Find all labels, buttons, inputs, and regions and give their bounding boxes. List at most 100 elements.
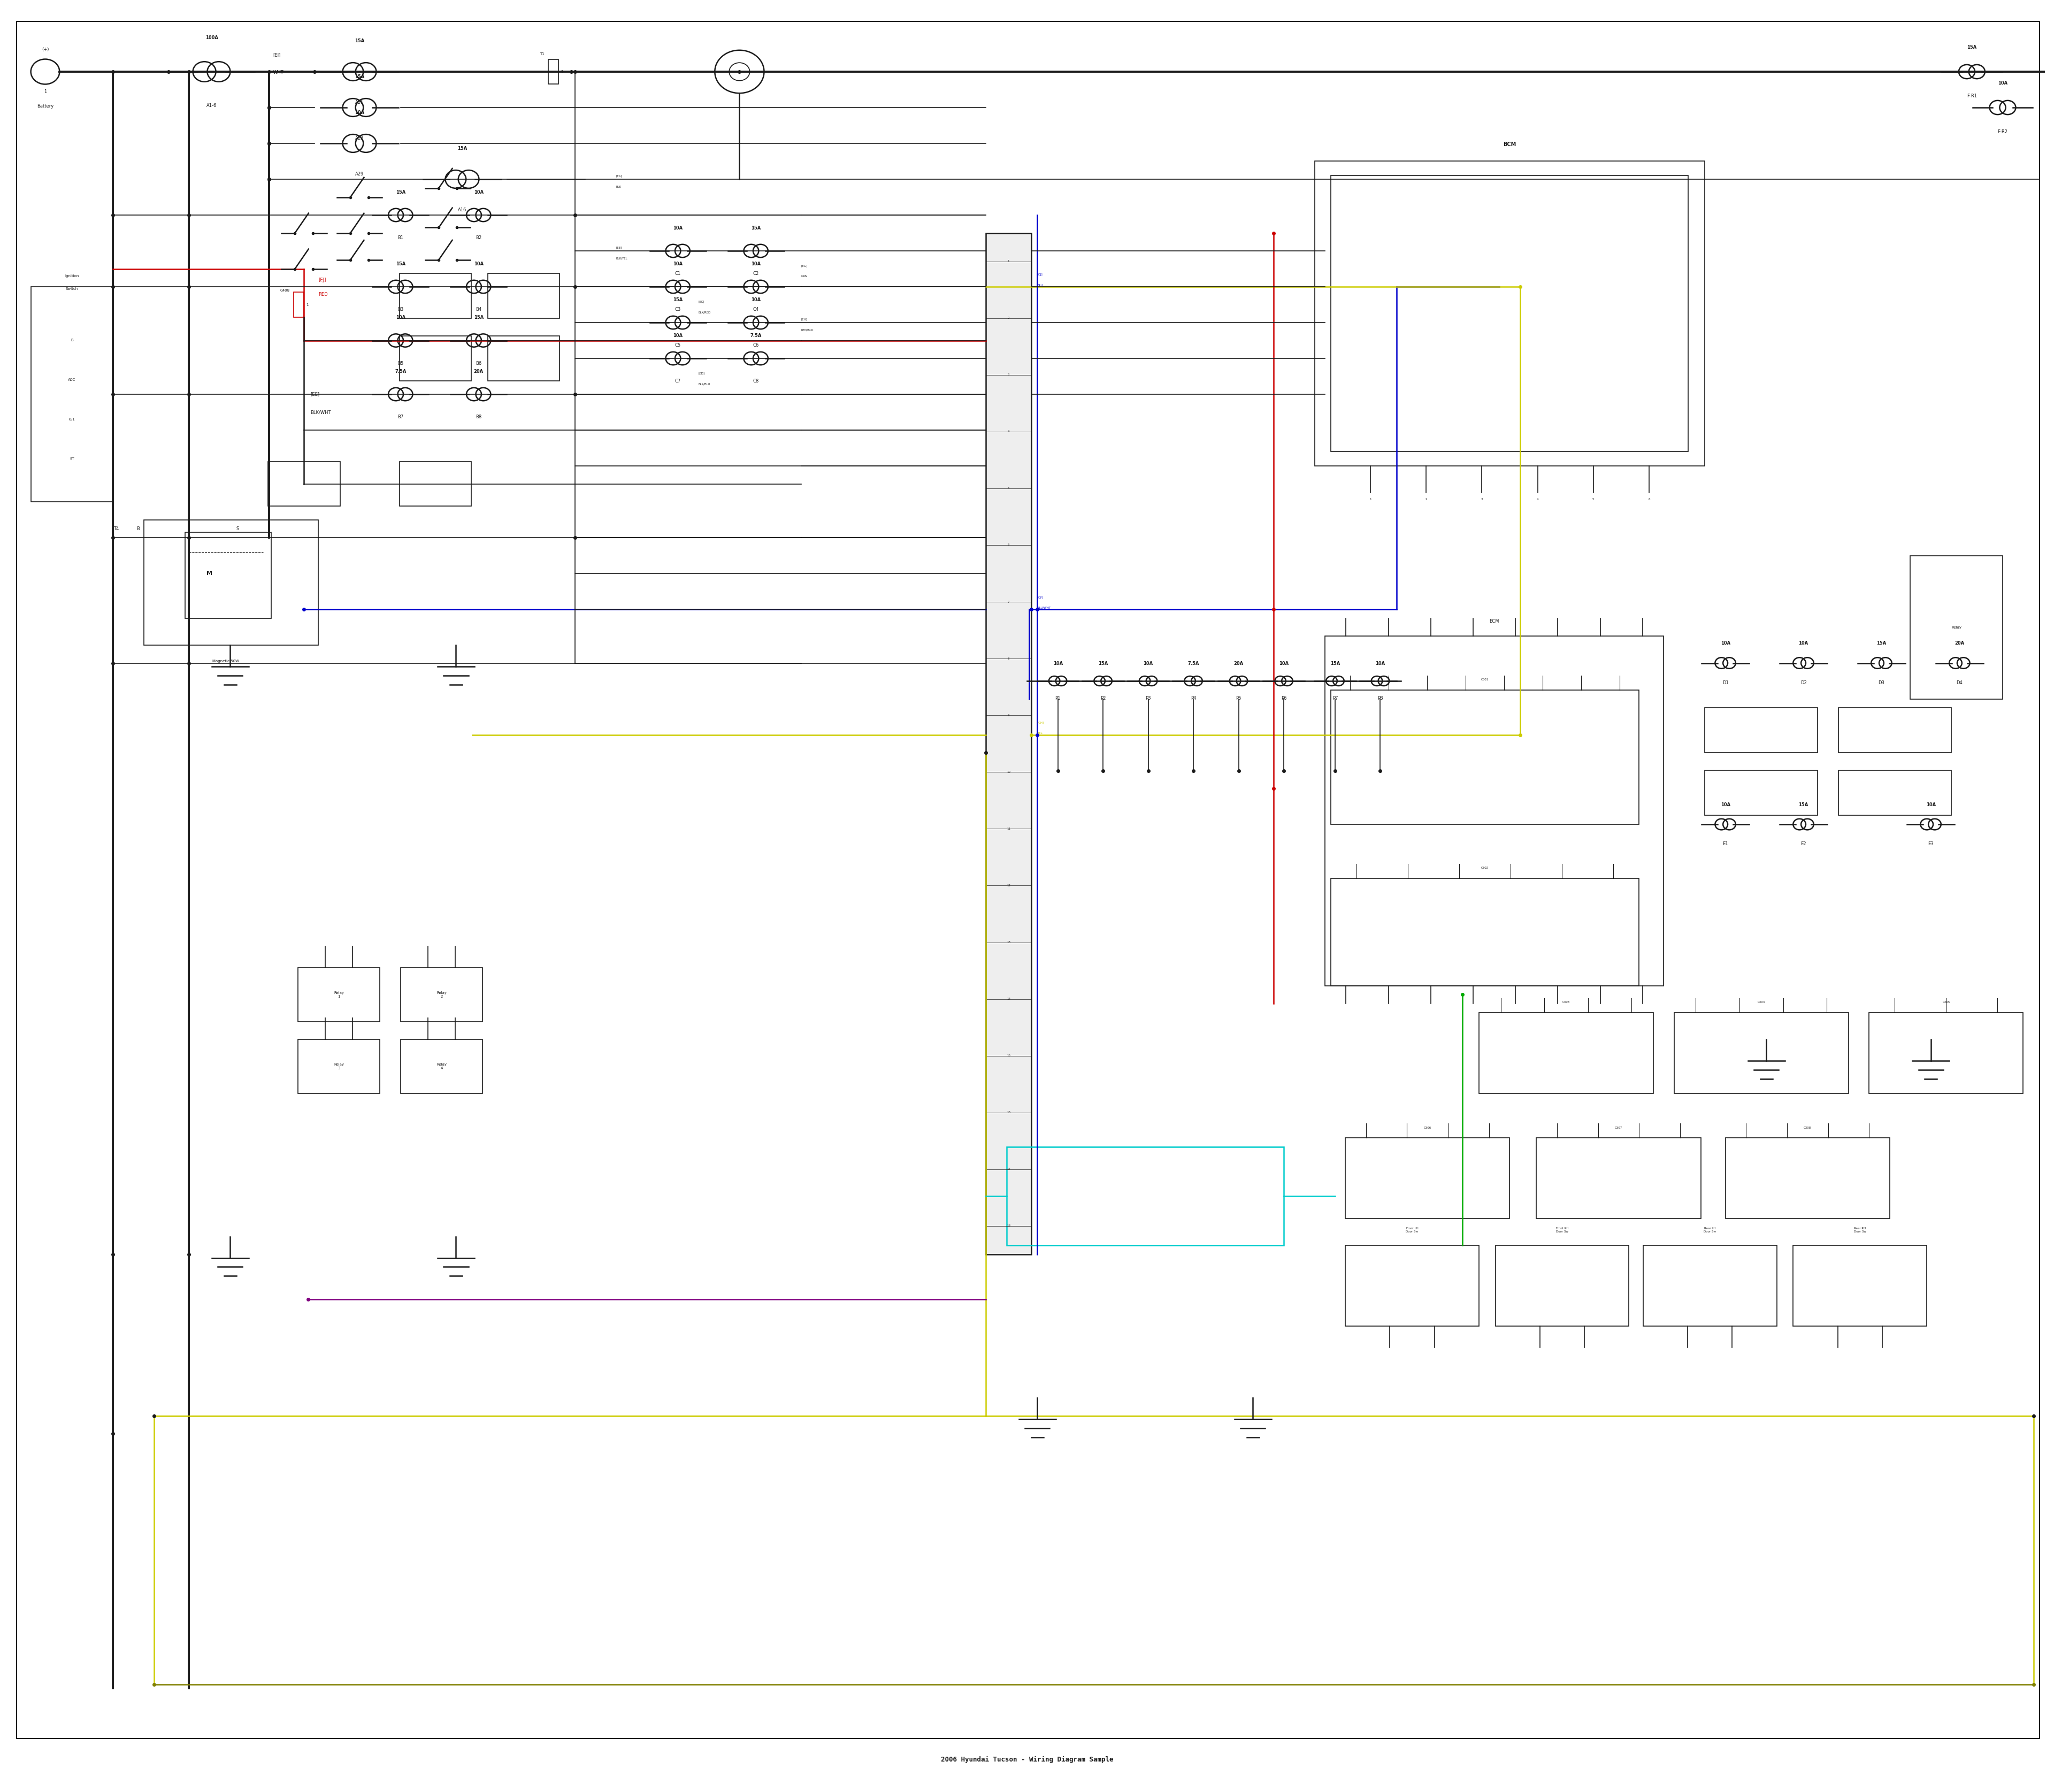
Bar (1705, 708, 1818, 753)
Text: 10A: 10A (1799, 642, 1808, 645)
Text: 10A: 10A (674, 333, 682, 339)
Text: 7.5A: 7.5A (394, 369, 407, 375)
Text: C302: C302 (1481, 867, 1489, 869)
Text: 10A: 10A (474, 262, 483, 267)
Text: ST: ST (70, 457, 74, 461)
Text: [EC]: [EC] (698, 301, 705, 303)
Text: S: S (236, 527, 238, 530)
Text: A21: A21 (355, 100, 364, 104)
Text: C305: C305 (1943, 1002, 1949, 1004)
Text: B3: B3 (398, 306, 403, 312)
Text: 10A: 10A (752, 297, 760, 303)
Text: 10A: 10A (474, 190, 483, 195)
Bar (489, 335, 559, 380)
Text: 20A: 20A (1955, 642, 1964, 645)
Text: 13: 13 (1006, 941, 1011, 944)
Text: 15A: 15A (458, 147, 466, 151)
Text: Relay
4: Relay 4 (438, 1063, 446, 1070)
Text: P3: P3 (1146, 695, 1150, 701)
Text: 10A: 10A (1280, 661, 1288, 667)
Text: 15A: 15A (1968, 45, 1976, 50)
Text: 15A: 15A (396, 190, 405, 195)
Text: 10A: 10A (674, 262, 682, 267)
Bar (1838, 771, 1951, 815)
Text: Switch: Switch (66, 287, 78, 290)
Text: 10A: 10A (1721, 642, 1729, 645)
Text: P8: P8 (1378, 695, 1382, 701)
Text: C8: C8 (754, 378, 758, 383)
Text: 10A: 10A (355, 111, 364, 115)
Text: C1: C1 (676, 271, 680, 276)
Bar (1495, 1245, 1629, 1326)
Bar (1674, 1012, 1849, 1093)
Text: B1: B1 (398, 235, 403, 240)
Text: YEL: YEL (1037, 733, 1043, 735)
Text: 20A: 20A (474, 369, 483, 375)
Text: 14: 14 (1006, 998, 1011, 1000)
Bar (1910, 556, 2003, 699)
Text: 10A: 10A (396, 315, 405, 321)
Bar (548, 59, 559, 84)
Text: Relay
1: Relay 1 (335, 991, 343, 998)
Text: 10A: 10A (674, 226, 682, 231)
Text: C408: C408 (279, 289, 290, 292)
Text: BLU: BLU (1037, 285, 1043, 287)
Text: B5: B5 (398, 360, 403, 366)
Text: E3: E3 (1929, 842, 1933, 846)
Text: [EI]: [EI] (273, 52, 281, 57)
Bar (298, 968, 380, 1021)
Text: Magnetic 50W: Magnetic 50W (212, 659, 240, 663)
Text: C303: C303 (1563, 1002, 1569, 1004)
Bar (1006, 1147, 1284, 1245)
Text: WHT: WHT (273, 70, 283, 75)
Text: [CH]: [CH] (1037, 722, 1043, 724)
Text: 10: 10 (1006, 771, 1011, 774)
Text: [EJ]: [EJ] (318, 278, 327, 283)
Text: BLK/BLU: BLK/BLU (698, 383, 711, 385)
Bar (294, 292, 304, 317)
Text: 10A: 10A (1376, 661, 1384, 667)
Text: A1-6: A1-6 (205, 102, 218, 108)
Text: A16: A16 (458, 208, 466, 211)
Text: [EE]: [EE] (310, 392, 318, 396)
Bar (1793, 1245, 1927, 1326)
Text: T1: T1 (540, 52, 544, 56)
Text: 12: 12 (1006, 883, 1011, 887)
Text: C6: C6 (754, 342, 758, 348)
Text: 15: 15 (1006, 1054, 1011, 1057)
Text: Front LH
Door Sw: Front LH Door Sw (1407, 1228, 1417, 1233)
Text: 10A: 10A (1144, 661, 1152, 667)
Text: Battery: Battery (37, 104, 53, 109)
Text: 15A: 15A (396, 262, 405, 267)
Text: D3: D3 (1877, 681, 1886, 685)
Text: [CJ]: [CJ] (1037, 274, 1043, 276)
Text: 1: 1 (306, 303, 308, 306)
Text: E1: E1 (1723, 842, 1727, 846)
Text: Rear LH
Door Sw: Rear LH Door Sw (1705, 1228, 1715, 1233)
Text: Relay
2: Relay 2 (438, 991, 446, 998)
Bar (31, 287, 113, 502)
Text: [EB]: [EB] (616, 247, 622, 249)
Text: 15A: 15A (1331, 661, 1339, 667)
Text: C7: C7 (676, 378, 680, 383)
Text: D2: D2 (1799, 681, 1808, 685)
Bar (267, 461, 339, 505)
Text: P2: P2 (1101, 695, 1105, 701)
Text: ECM: ECM (1489, 618, 1499, 624)
Bar (1705, 771, 1818, 815)
Bar (1838, 708, 1951, 753)
Text: BLK/WHT: BLK/WHT (310, 410, 331, 414)
Text: P1: P1 (1056, 695, 1060, 701)
Text: GRN: GRN (801, 276, 807, 278)
Text: B: B (70, 339, 74, 342)
Text: B8: B8 (477, 414, 481, 419)
Text: B: B (136, 527, 140, 530)
Bar (398, 461, 470, 505)
Text: P5: P5 (1237, 695, 1241, 701)
Text: [ED]: [ED] (698, 373, 705, 375)
Bar (398, 335, 470, 380)
Text: BCM: BCM (1504, 142, 1516, 147)
Bar (1315, 161, 1705, 466)
Text: 15A: 15A (1799, 803, 1808, 806)
Bar (298, 1039, 380, 1093)
